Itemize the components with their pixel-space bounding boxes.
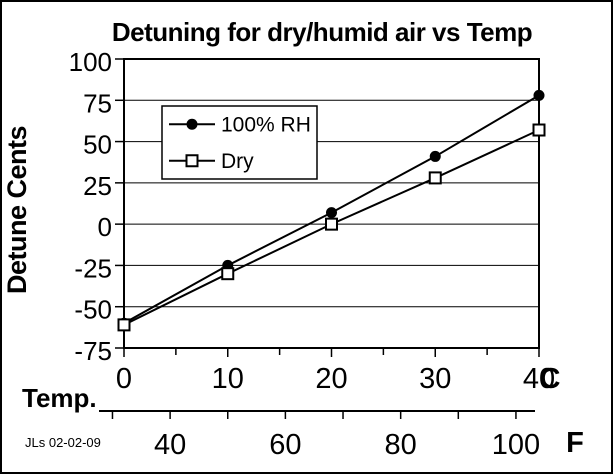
y-tick-label: -50 [74, 295, 112, 325]
open-square-marker [221, 267, 235, 281]
open-square-marker [532, 123, 546, 137]
legend: 100% RH Dry [161, 105, 318, 180]
credit-text: JLs 02-02-09 [25, 435, 101, 450]
filled-circle-marker [533, 89, 545, 101]
y-tick-label: 75 [83, 88, 112, 118]
chart-title: Detuning for dry/humid air vs Temp [112, 17, 532, 47]
x-tick-label-c: 0 [116, 363, 132, 395]
filled-circle-marker [326, 207, 337, 219]
temp-axis-label: Temp. [22, 383, 97, 413]
x-tick-label-c: 40 [523, 363, 555, 395]
x-tick-label-c: 20 [315, 363, 347, 395]
open-square-marker [185, 154, 199, 168]
open-square-marker [325, 217, 338, 231]
legend-label: 100% RH [221, 113, 311, 136]
filled-circle-marker [429, 150, 441, 162]
y-tick-label: -75 [74, 336, 112, 366]
fahrenheit-unit-label: F [566, 427, 584, 459]
celsius-unit-label: C [540, 363, 561, 395]
data-series [117, 89, 546, 332]
x-tick-label-c: 30 [419, 363, 451, 395]
open-square-marker [428, 171, 442, 185]
y-tick-label: 25 [83, 171, 112, 201]
y-axis-label: Detune Cents [2, 126, 32, 294]
y-tick-label: 50 [83, 130, 112, 160]
filled-circle-marker [186, 118, 198, 130]
x-tick-label-f: 80 [385, 429, 417, 461]
y-tick-label: -25 [74, 253, 112, 283]
y-tick-label: 100 [69, 47, 112, 77]
x-tick-label-f: 60 [269, 429, 301, 461]
plot-border [123, 58, 540, 349]
x-tick-label-f: 40 [154, 429, 186, 461]
legend-label: Dry [221, 150, 254, 173]
x-tick-label-c: 10 [212, 363, 244, 395]
x-tick-label-f: 100 [492, 429, 540, 461]
y-tick-label: 0 [98, 212, 112, 242]
open-square-marker [117, 318, 131, 332]
